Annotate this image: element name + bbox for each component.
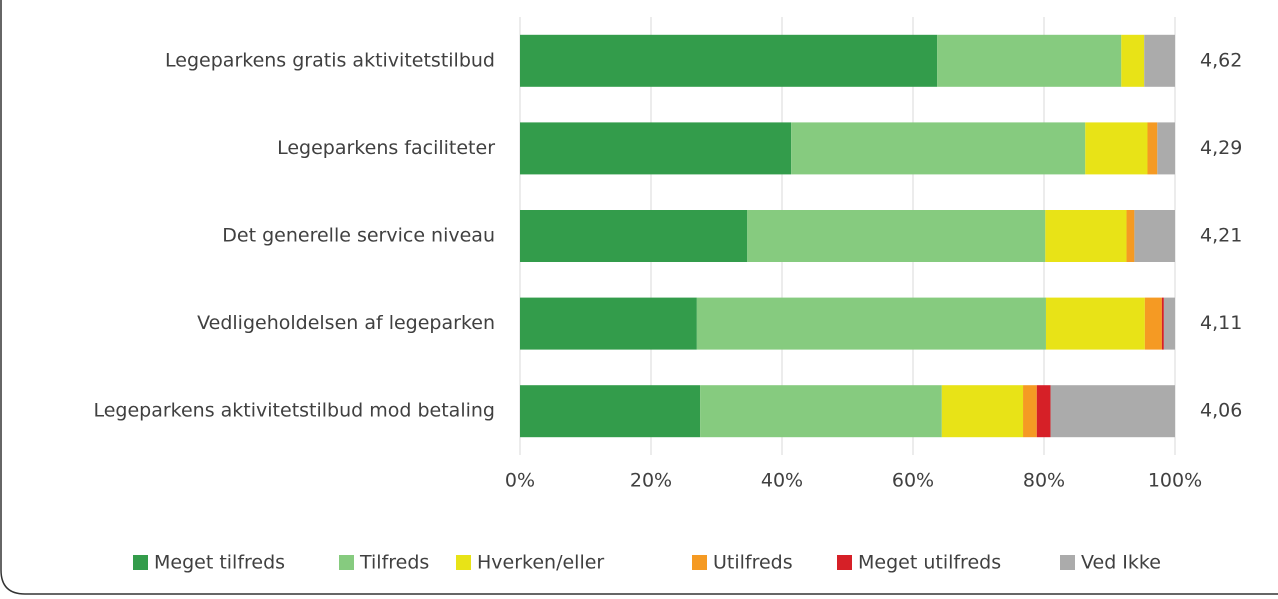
legend-label: Meget utilfreds [858,552,1001,574]
bar-segment [1126,210,1135,262]
y-tick-label: Legeparkens aktivitetstilbud mod betalin… [93,400,495,422]
bar-segment [1085,122,1148,175]
bar-segment [1144,297,1162,350]
y-tick-label: Det generelle service niveau [222,225,495,247]
legend-swatch [837,555,852,570]
bar-segment [941,385,1024,438]
legend-label: Tilfreds [359,552,429,574]
bar-segment [1157,122,1175,175]
bar-segment [747,210,1046,262]
bar-segment [520,385,701,438]
legend-swatch [1060,555,1075,570]
average-label: 4,11 [1200,312,1242,334]
x-tick-label: 60% [892,470,934,492]
bar-segment [520,122,792,175]
bar-segment [520,297,697,350]
bar-segment [520,34,938,87]
bar-segment [1134,210,1175,262]
legend-label: Hverken/eller [477,552,604,574]
bar-segment [1045,297,1145,350]
y-tick-label: Legeparkens gratis aktivitetstilbud [165,49,495,71]
bar-segment [1050,385,1175,438]
bar-segment [1161,297,1164,350]
average-label: 4,29 [1200,137,1242,159]
legend-swatch [339,555,354,570]
bar-segment [1163,297,1175,350]
bar-segment [1045,210,1127,262]
legend-swatch [456,555,471,570]
average-label: 4,06 [1200,400,1242,422]
average-label: 4,62 [1200,49,1242,71]
bar-segment [937,34,1122,87]
legend-label: Utilfreds [713,552,793,574]
x-tick-label: 100% [1148,470,1202,492]
bar-segment [696,297,1046,350]
bar-segment [700,385,942,438]
bar-segment [1023,385,1037,438]
bar-segment [1036,385,1051,438]
legend-label: Meget tilfreds [154,552,285,574]
y-tick-label: Legeparkens faciliteter [277,137,495,159]
y-tick-label: Vedligeholdelsen af legeparken [197,312,495,334]
bar-segment [1121,34,1145,87]
bar-segment [1144,34,1175,87]
x-tick-label: 40% [761,470,803,492]
x-tick-label: 0% [505,470,535,492]
legend-label: Ved Ikke [1081,552,1161,574]
bar-segment [520,210,748,262]
x-tick-label: 80% [1023,470,1065,492]
legend-swatch [133,555,148,570]
bar-segment [1147,122,1158,175]
average-label: 4,21 [1200,225,1242,247]
bar-segment [791,122,1086,175]
legend-swatch [692,555,707,570]
x-tick-label: 20% [630,470,672,492]
